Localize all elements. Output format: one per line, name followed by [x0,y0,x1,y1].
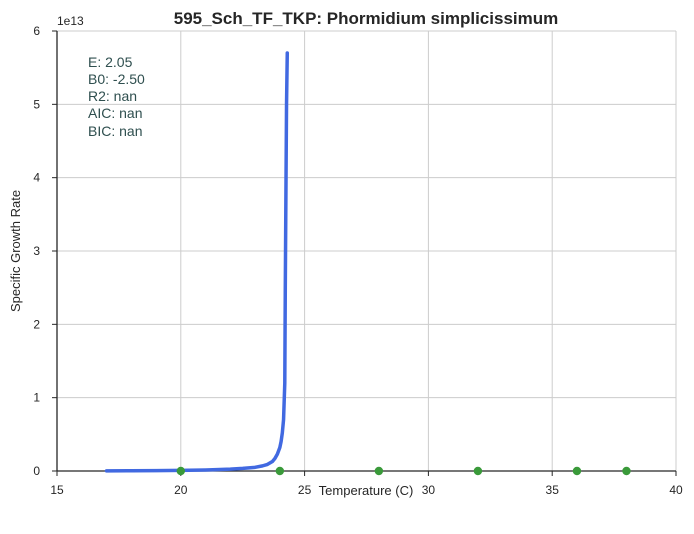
y-tick-label: 0 [33,464,40,478]
y-axis-label: Specific Growth Rate [8,190,23,312]
x-axis-label: Temperature (C) [319,483,414,498]
data-point [622,466,631,476]
y-tick-label: 2 [33,317,40,331]
x-tick-label: 30 [422,483,436,497]
x-tick-label: 35 [546,483,560,497]
axes [52,30,677,476]
annotation-box: E: 2.05 B0: -2.50 R2: nan AIC: nan BIC: … [88,54,145,139]
data-point [374,466,384,476]
x-tick-label: 15 [50,483,64,497]
labels: 15 20 25 30 35 40 0 1 2 3 4 5 6 [33,24,683,497]
data-point [176,466,185,476]
chart-title: 595_Sch_TF_TKP: Phormidium simplicissimu… [174,9,559,28]
annotation-line: E: 2.05 [88,54,133,70]
y-tick-label: 4 [33,171,40,185]
x-tick-label: 20 [174,483,188,497]
y-offset-label: 1e13 [57,14,84,28]
annotation-line: AIC: nan [88,105,142,121]
series [104,51,631,476]
data-point [473,466,483,476]
data-point [572,466,582,476]
y-tick-label: 1 [33,391,40,405]
annotation-line: BIC: nan [88,123,142,139]
y-tick-label: 5 [33,97,40,111]
x-tick-label: 40 [669,483,683,497]
grid [56,30,677,472]
annotation-line: B0: -2.50 [88,71,145,87]
y-tick-label: 6 [33,24,40,38]
annotation-line: R2: nan [88,88,137,104]
x-tick-label: 25 [298,483,312,497]
y-tick-label: 3 [33,244,40,258]
fitted-curve-line [104,51,290,473]
data-point [275,466,285,476]
